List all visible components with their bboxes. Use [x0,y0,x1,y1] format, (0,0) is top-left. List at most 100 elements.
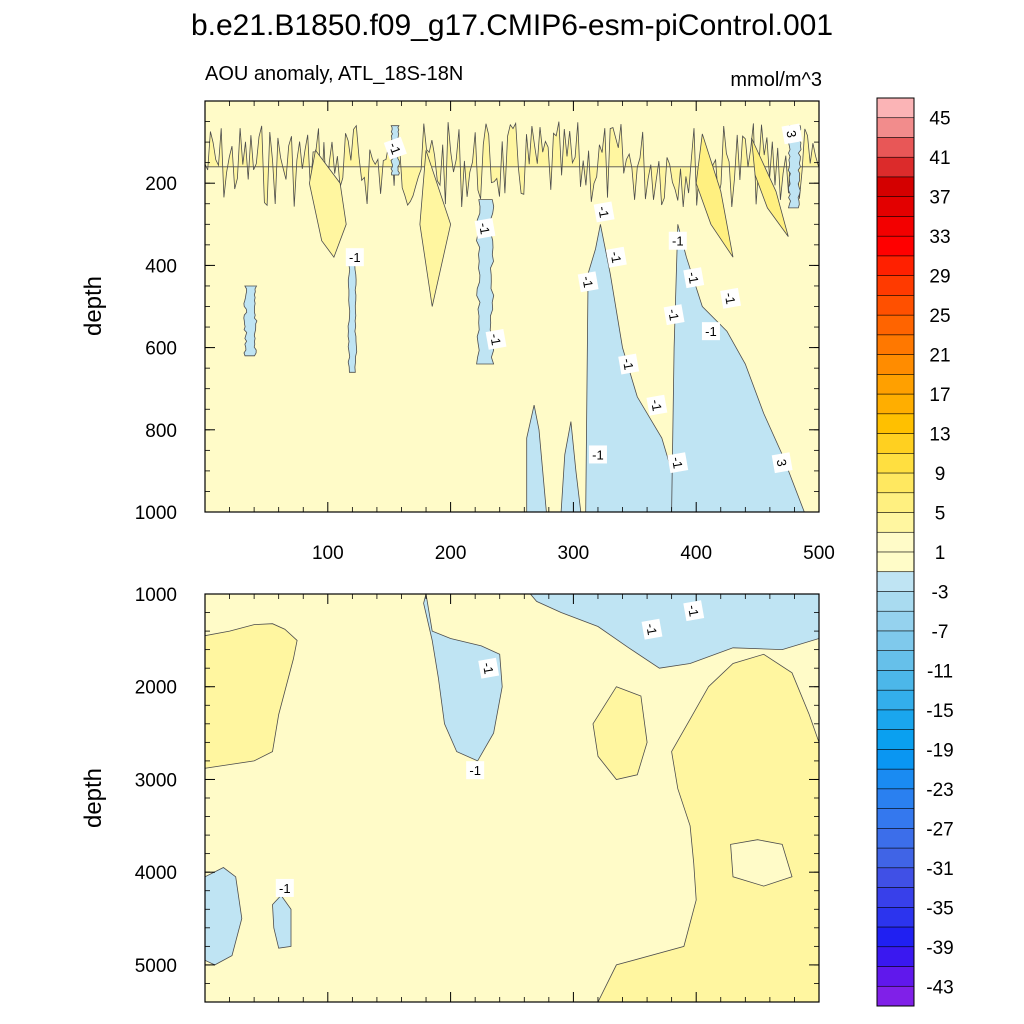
contour-label: -1 [683,600,705,622]
colorbar-label: 25 [929,306,950,327]
colorbar: 45 41 37 33 29 25 21 17 13 9 5 1 -3 -7 -11 -15 -19 -23 -27… [876,97,954,1007]
colorbar-swatch [876,413,915,435]
colorbar-label: 41 [929,148,950,169]
colorbar-swatch [876,374,915,395]
contour-label: -1 [683,267,705,289]
contour-label-box [683,267,705,289]
contour-label: -1 [275,878,294,897]
colorbar-label: -11 [927,661,953,682]
contour-label-box [720,287,742,309]
colorbar-swatch [876,650,915,671]
colorbar-swatch [876,610,915,632]
contour-label-text: -1 [476,222,493,236]
contour-label-text: -1 [620,357,637,371]
colorbar-swatch [876,966,915,987]
lower-y-tick-label: 3000 [135,770,177,791]
colorbar-label: 29 [929,267,950,288]
contour-label: 3 [771,452,793,474]
lower-panel: 1000 2000 3000 4000 5000 -1 -1 -1 -1 -1 depth [80,585,820,1003]
colorbar-frame [876,97,915,1007]
upper-gold-deep-patch [695,133,734,258]
upper-blue-column [476,199,495,365]
colorbar-label: 1 [935,543,946,564]
upper-y-axis-label: depth [80,276,107,336]
contour-label-text: -1 [669,456,686,470]
contour-label: -1 [593,201,615,223]
upper-blue-column [243,285,258,357]
colorbar-swatch [876,907,915,928]
contour-label-text: -1 [592,447,604,462]
colorbar-swatch [876,196,915,217]
contour-label-box [668,231,687,250]
x-tick-label: 100 [312,543,344,564]
contour-label-box [383,136,407,160]
contour-label: -1 [485,328,507,350]
colorbar-label: -35 [926,898,953,919]
colorbar-label: -7 [932,622,949,643]
colorbar-swatch [876,97,915,119]
upper-blue-column [347,248,358,373]
colorbar-swatch [876,314,915,336]
upper-blue-tongue [671,224,805,513]
contour-label-box [683,600,705,622]
contour-label-box [701,322,720,341]
colorbar-swatch [876,512,915,533]
upper-gold-patch [419,150,452,307]
contour-label-box [485,328,507,350]
colorbar-swatch [876,926,915,948]
colorbar-swatch [876,887,915,908]
contour-label: -1 [345,248,364,267]
contour-label-box [646,394,668,416]
contour-label-text: -1 [279,881,291,896]
lower-y-tick-label: 4000 [135,863,177,884]
upper-y-tick-label: 800 [145,421,177,442]
colorbar-label: -27 [926,819,953,840]
colorbar-label: 5 [935,504,946,525]
upper-panel-ticks: 200 400 600 800 1000 100 200 300 400 500 [135,100,835,564]
lower-y-axis-label: depth [80,768,107,828]
colorbar-label: 9 [935,464,946,485]
colorbar-swatch [876,709,915,731]
contour-label-box [663,304,685,326]
contour-label: -1 [383,136,407,160]
contour-label-text: 3 [783,129,799,139]
colorbar-label: 37 [929,188,950,209]
contour-label-box [588,445,607,464]
colorbar-swatch [876,828,915,849]
contour-label: -1 [663,304,685,326]
contour-label: -1 [701,322,720,341]
contour-label: -1 [588,445,607,464]
contour-label-box [275,878,294,897]
colorbar-swatch [876,985,915,1007]
x-tick-label: 200 [435,543,467,564]
colorbar-swatch [876,946,915,968]
contour-label-text: -1 [469,763,481,778]
colorbar-swatch [876,393,915,415]
contour-label: -1 [474,217,496,239]
colorbar-swatch [876,788,915,810]
colorbar-label: -23 [926,780,953,801]
colorbar-swatch [876,571,915,592]
lower-y-tick-label: 5000 [135,956,177,977]
contour-label-text: -1 [705,324,717,339]
colorbar-swatch [876,768,915,790]
upper-blue-column [787,125,802,209]
colorbar-label: -43 [926,977,953,998]
upper-panel-contour-labels: -1 -1 -1 -1 -1 -1 -1 -1 -1 -1 -1 -1 -1 -1 -1 -1 3 3 [345,123,803,474]
upper-y-tick-label: 600 [145,339,177,360]
colorbar-swatch [876,117,915,138]
colorbar-swatch [876,808,915,829]
lower-gold-patch [204,623,298,769]
contour-label: -1 [618,353,640,375]
colorbar-label: 21 [929,346,950,367]
lower-gold-deep-patch [597,653,820,1003]
colorbar-swatch [876,689,915,711]
upper-y-tick-label: 200 [145,174,177,195]
upper-y-tick-label: 1000 [135,503,177,524]
contour-label-box [593,201,615,223]
contour-label: -1 [641,618,663,640]
contour-label: -1 [646,394,668,416]
colorbar-swatch [876,531,915,553]
colorbar-label: 13 [929,425,950,446]
contour-label: 3 [781,123,803,145]
